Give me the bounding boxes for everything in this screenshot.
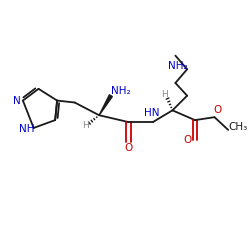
- Text: HN: HN: [144, 108, 160, 118]
- Text: NH: NH: [19, 124, 34, 134]
- Text: O: O: [213, 105, 222, 115]
- Text: CH₃: CH₃: [228, 122, 248, 132]
- Text: N: N: [13, 96, 21, 106]
- Text: NH₂: NH₂: [111, 86, 130, 96]
- Text: O: O: [183, 135, 191, 145]
- Text: H: H: [161, 90, 168, 99]
- Text: O: O: [124, 144, 132, 154]
- Polygon shape: [99, 95, 112, 115]
- Text: NH₂: NH₂: [168, 61, 187, 71]
- Text: H: H: [82, 120, 89, 130]
